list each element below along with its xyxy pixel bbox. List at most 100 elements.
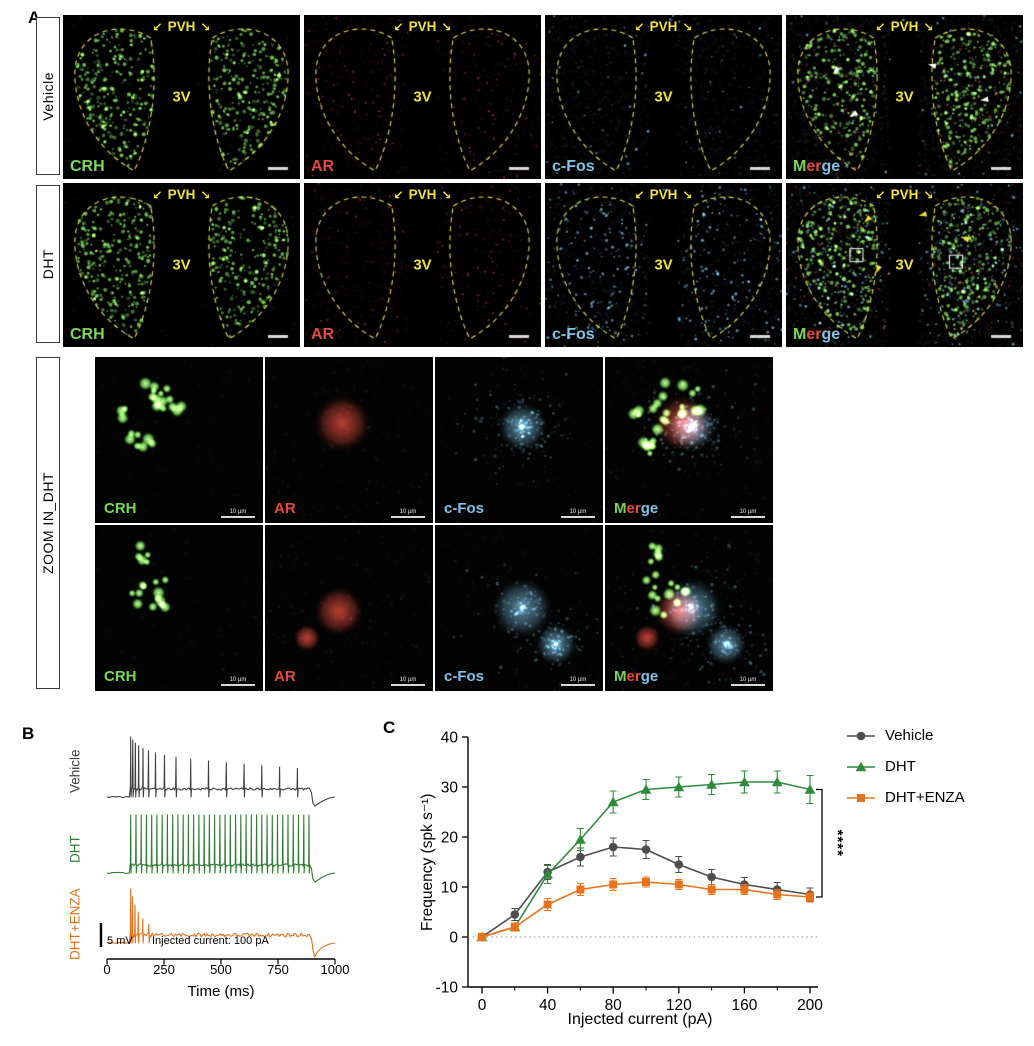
- scale-bar: 10 µm: [221, 676, 255, 686]
- merge-segment: er: [626, 500, 641, 517]
- marker-circle-icon: [608, 842, 618, 852]
- arrow-right-icon: ↘: [441, 19, 452, 34]
- time-tick-label: 500: [210, 962, 232, 977]
- merge-fluorescence-image: [786, 183, 1023, 347]
- legend-item-dht-enza: DHT+ENZA: [845, 789, 965, 806]
- cfos-zoom-image: [435, 357, 603, 523]
- merge-zoom-image: [605, 525, 773, 691]
- third-ventricle-label: 3V: [172, 88, 191, 106]
- marker-square-icon: [674, 880, 683, 889]
- pvh-annotation: ↙ PVH ↘: [304, 20, 541, 34]
- y-tick-label: 0: [449, 930, 458, 947]
- channel-label-merge: Merge: [614, 669, 658, 684]
- marker-square-icon: [478, 933, 486, 941]
- trace-label-dht-enza: DHT+ENZA: [67, 888, 83, 960]
- pvh-label: PVH: [408, 19, 437, 34]
- zoom-tile-row2-merge: Merge 10 µm: [605, 525, 773, 691]
- marker-square-icon: [857, 793, 865, 802]
- marker-square-icon: [510, 923, 519, 931]
- channel-label-ar: AR: [311, 326, 335, 343]
- micro-tile-dht-merge: ↙ PVH ↘ 3V Merge: [786, 183, 1023, 347]
- channel-label-cfos: c-Fos: [552, 158, 595, 175]
- channel-label-merge: Merge: [614, 501, 658, 516]
- merge-segment: ge: [821, 326, 841, 343]
- pvh-label: PVH: [167, 19, 196, 34]
- merge-fluorescence-image: [786, 15, 1023, 179]
- crh-fluorescence-image: [63, 15, 300, 179]
- voltage-scale-label: 5 mV: [107, 935, 133, 947]
- ar-zoom-image: [265, 357, 433, 523]
- row-label-dht: DHT: [40, 248, 56, 280]
- x-tick-label: 40: [539, 997, 557, 1014]
- pvh-label: PVH: [649, 19, 678, 34]
- arrow-left-icon: ↙: [634, 187, 645, 202]
- x-tick-label: 80: [605, 997, 623, 1014]
- arrow-right-icon: ↘: [200, 19, 211, 34]
- channel-label-crh: CRH: [104, 668, 137, 685]
- crh-fluorescence-image: [63, 183, 300, 347]
- marker-circle-icon: [707, 872, 716, 882]
- legend-label: DHT: [885, 758, 916, 775]
- scale-bar-label: 10 µm: [739, 676, 757, 683]
- channel-label-crh: CRH: [104, 500, 137, 517]
- time-tick-label: 750: [267, 962, 289, 977]
- scale-bar-line: [391, 515, 425, 518]
- pvh-annotation: ↙ PVH ↘: [545, 20, 782, 34]
- scale-bar-label: 10 µm: [229, 676, 247, 683]
- third-ventricle-label: 3V: [654, 88, 673, 106]
- arrow-right-icon: ↘: [682, 19, 693, 34]
- row-label-box-vehicle: Vehicle: [36, 17, 60, 175]
- x-axis-label: Injected current (pA): [567, 1011, 713, 1028]
- series-vehicle: [477, 837, 815, 942]
- pvh-label: PVH: [408, 187, 437, 202]
- legend-marker-square-icon: [847, 793, 875, 802]
- chart-legend: Vehicle DHT DHT+ENZA: [845, 727, 965, 820]
- row-label-box-zoom: ZOOM IN_DHT: [36, 357, 60, 689]
- marker-circle-icon: [510, 910, 520, 919]
- scale-bar-line: [221, 515, 255, 518]
- time-tick-label: 1000: [320, 962, 350, 977]
- scale-bar-label: 10 µm: [569, 508, 587, 515]
- pvh-annotation: ↙ PVH ↘: [63, 20, 300, 34]
- crh-zoom-image: [95, 525, 263, 691]
- zoom-tile-row2-crh: CRH 10 µm: [95, 525, 263, 691]
- pvh-annotation: ↙ PVH ↘: [304, 188, 541, 202]
- x-tick-label: 160: [731, 997, 757, 1014]
- arrow-right-icon: ↘: [923, 187, 934, 202]
- merge-segment: M: [614, 668, 627, 685]
- zoom-tile-row1-cfos: c-Fos 10 µm: [435, 357, 603, 523]
- ar-fluorescence-image: [304, 15, 541, 179]
- micro-tile-vehicle-crh: ↙ PVH ↘ 3V CRH: [63, 15, 300, 179]
- series-dht-enza: [478, 876, 814, 941]
- third-ventricle-label: 3V: [413, 256, 432, 274]
- time-tick-label: 0: [103, 962, 111, 977]
- ar-fluorescence-image: [304, 183, 541, 347]
- trace-label-vehicle: Vehicle: [67, 749, 83, 793]
- merge-segment: M: [614, 500, 627, 517]
- trace-plot: [99, 736, 336, 965]
- pvh-label: PVH: [649, 187, 678, 202]
- pvh-annotation: ↙ PVH ↘: [786, 20, 1023, 34]
- legend-marker-circle-icon: [847, 731, 875, 740]
- arrow-left-icon: ↙: [393, 19, 404, 34]
- cfos-fluorescence-image: [545, 183, 782, 347]
- merge-segment: M: [793, 158, 807, 175]
- channel-label-cfos: c-Fos: [444, 500, 485, 517]
- cfos-fluorescence-image: [545, 15, 782, 179]
- merge-segment: er: [806, 326, 822, 343]
- micro-tile-vehicle-cfos: ↙ PVH ↘ 3V c-Fos: [545, 15, 782, 179]
- channel-label-merge: Merge: [793, 327, 840, 343]
- marker-square-icon: [576, 885, 585, 894]
- marker-triangle-icon: [706, 779, 717, 789]
- marker-circle-icon: [641, 845, 651, 854]
- time-tick-label: 250: [153, 962, 175, 977]
- scale-bar: 10 µm: [561, 677, 595, 686]
- arrow-right-icon: ↘: [441, 187, 452, 202]
- zoom-tile-row2-ar: AR 10 µm: [265, 525, 433, 691]
- arrow-left-icon: ↙: [875, 187, 886, 202]
- channel-label-ar: AR: [311, 158, 335, 175]
- marker-triangle-icon: [855, 761, 867, 771]
- marker-square-icon: [740, 885, 749, 894]
- time-axis-label: Time (ms): [187, 983, 255, 1000]
- micro-tile-dht-cfos: ↙ PVH ↘ 3V c-Fos: [545, 183, 782, 347]
